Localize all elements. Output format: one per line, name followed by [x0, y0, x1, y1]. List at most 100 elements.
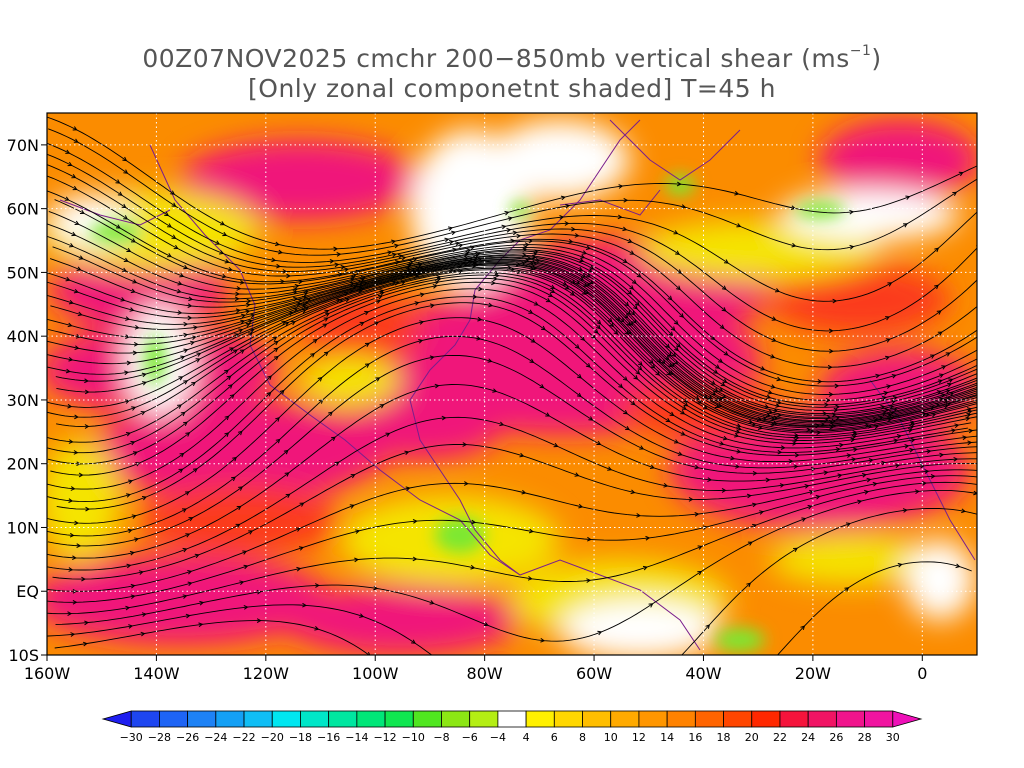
streamline-arrow — [908, 428, 914, 433]
streamline-arrow — [419, 320, 425, 325]
streamline-arrow — [585, 363, 591, 368]
streamline-arrow — [560, 195, 566, 201]
streamline-arrow — [984, 297, 988, 301]
streamline-arrow — [284, 472, 290, 477]
streamline-arrow — [669, 411, 675, 416]
map-frame — [46, 112, 978, 656]
field-region-low — [715, 628, 765, 652]
streamline-arrow — [947, 382, 953, 388]
streamline-arrow — [72, 126, 78, 131]
streamline-arrow — [793, 547, 798, 553]
streamline-arrow — [74, 220, 80, 225]
lat-tick-label: 40N — [7, 327, 39, 346]
streamline-arrow — [120, 297, 126, 302]
streamline-arrow — [271, 257, 277, 263]
streamline-arrow — [129, 550, 135, 556]
streamline-arrow — [734, 190, 740, 196]
field-region — [280, 585, 520, 655]
streamline — [47, 254, 977, 415]
streamline-arrow — [123, 169, 129, 174]
streamline-arrow — [187, 581, 193, 587]
streamline-arrow — [596, 324, 601, 330]
streamline-arrow — [298, 546, 304, 551]
streamline-arrow — [359, 613, 365, 618]
streamline-arrow — [791, 242, 797, 248]
streamline-arrow — [310, 352, 316, 358]
streamline-arrow — [909, 447, 915, 453]
streamline-arrow — [559, 215, 565, 220]
streamline-arrow — [977, 208, 981, 212]
streamline-arrow — [126, 247, 132, 252]
streamline-arrow — [506, 227, 512, 233]
streamline-arrow — [76, 543, 82, 548]
streamline-arrow — [562, 281, 568, 286]
streamline-arrow — [981, 399, 985, 403]
colorbar-label: 30 — [886, 731, 900, 744]
streamline-arrow — [663, 483, 669, 488]
streamline-arrow — [519, 452, 525, 458]
colorbar-segment — [807, 710, 837, 728]
lon-tick-label: 80W — [467, 664, 503, 683]
streamline-arrow — [981, 272, 985, 276]
streamline-arrow — [817, 379, 823, 384]
streamline-arrow — [568, 239, 574, 244]
streamline-arrow — [74, 414, 79, 420]
streamline-arrow — [226, 375, 232, 380]
colorbar-label: 8 — [579, 731, 586, 744]
streamline-arrow — [807, 504, 813, 510]
streamline-arrow — [945, 389, 951, 394]
streamline-arrow — [405, 486, 411, 491]
streamline-arrow — [364, 342, 370, 348]
streamline-arrow — [74, 520, 80, 526]
streamline-arrow — [238, 486, 244, 491]
streamline-arrow — [331, 436, 336, 442]
streamline-arrow — [501, 763, 505, 767]
colorbar-segment — [412, 710, 442, 728]
streamline-arrow — [775, 403, 781, 408]
lon-tick-label: 40W — [685, 664, 721, 683]
streamline-arrow — [142, 381, 147, 386]
streamline-arrow — [472, 294, 478, 300]
streamline-arrow — [76, 266, 82, 271]
streamline-arrow — [718, 387, 724, 392]
streamline-arrow — [68, 299, 74, 305]
streamline-arrow — [585, 273, 591, 278]
title-units-close: ) — [871, 44, 882, 73]
streamline — [47, 384, 977, 559]
streamline-arrow — [776, 412, 782, 418]
streamline-arrow — [752, 502, 758, 508]
colorbar-segment — [159, 710, 189, 728]
streamline — [47, 175, 977, 368]
lat-tick-label: 10S — [8, 646, 39, 665]
streamline-arrow — [296, 566, 302, 572]
streamline-arrow — [182, 547, 188, 553]
streamline-arrow — [937, 331, 943, 336]
streamline-arrow — [645, 535, 651, 541]
streamline-arrow — [198, 622, 204, 628]
streamline-arrow — [835, 447, 841, 452]
streamline-arrow — [893, 438, 899, 444]
streamline-arrow — [591, 334, 596, 340]
streamline-arrow — [634, 301, 640, 307]
streamline-arrow — [462, 442, 468, 447]
streamline-arrow — [930, 474, 936, 479]
streamline-arrow — [195, 358, 201, 363]
streamline-arrow — [825, 397, 831, 403]
colorbar-segment — [525, 710, 555, 728]
streamline-arrow — [885, 355, 890, 361]
streamline-arrow — [507, 216, 513, 221]
streamline-arrow — [617, 214, 623, 220]
streamline-arrow — [67, 611, 73, 617]
streamline-arrow — [185, 613, 191, 619]
streamline-arrow — [243, 605, 249, 610]
streamline-arrow — [828, 328, 834, 334]
streamline-arrow — [683, 401, 689, 407]
streamline-arrow — [849, 244, 855, 250]
lat-tick-label: 30N — [7, 391, 39, 410]
streamline-arrow — [178, 468, 184, 473]
streamline-arrow — [73, 138, 79, 143]
streamline-arrow — [897, 562, 903, 568]
streamline-arrow — [64, 196, 70, 201]
streamline-arrow — [224, 369, 229, 375]
streamline-arrow — [65, 149, 71, 154]
